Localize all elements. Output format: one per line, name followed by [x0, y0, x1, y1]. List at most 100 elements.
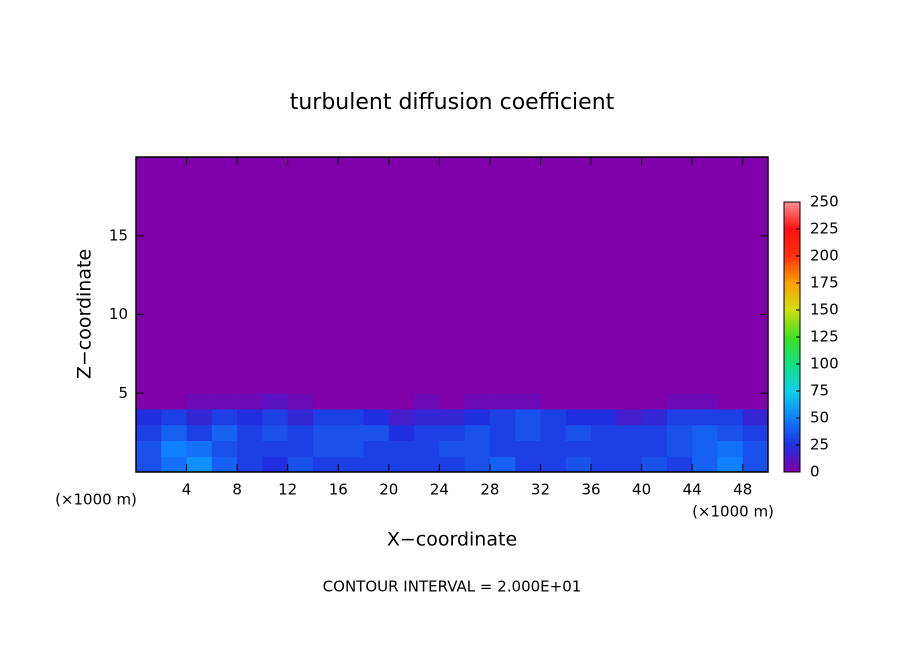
- cell: [540, 393, 567, 410]
- cell: [312, 157, 339, 394]
- cell: [312, 424, 339, 441]
- cell: [161, 157, 188, 394]
- cell: [666, 157, 693, 394]
- cell: [540, 456, 567, 473]
- cell: [338, 157, 365, 394]
- colorbar-tick-label: 100: [810, 355, 839, 373]
- cell: [464, 456, 491, 473]
- cell: [312, 440, 339, 457]
- cell: [591, 157, 617, 394]
- cell: [641, 409, 668, 426]
- cell: [666, 409, 693, 426]
- cell: [692, 456, 718, 473]
- cell: [388, 393, 415, 410]
- x-tick-label: 32: [531, 481, 550, 499]
- cell: [237, 456, 263, 473]
- cell: [237, 393, 263, 410]
- x-tick-label: 48: [733, 481, 752, 499]
- cell: [211, 409, 238, 426]
- cell: [312, 393, 339, 410]
- cell: [287, 393, 314, 410]
- cell: [591, 424, 617, 441]
- cell: [717, 456, 744, 473]
- cell: [136, 456, 162, 473]
- cell: [186, 393, 213, 410]
- cell: [237, 157, 263, 394]
- cell: [388, 440, 415, 457]
- cell: [262, 440, 289, 457]
- cell: [616, 393, 643, 410]
- cell: [287, 440, 314, 457]
- cell: [464, 409, 491, 426]
- cell: [287, 409, 314, 426]
- cell: [565, 440, 592, 457]
- cell: [489, 157, 516, 394]
- cell: [464, 440, 491, 457]
- cell: [338, 393, 365, 410]
- cell: [186, 456, 213, 473]
- cell: [186, 409, 213, 426]
- cell: [489, 393, 516, 410]
- cell: [666, 440, 693, 457]
- cell: [363, 424, 390, 441]
- cell: [262, 409, 289, 426]
- cell: [489, 409, 516, 426]
- cell: [439, 456, 466, 473]
- cell: [186, 424, 213, 441]
- cell: [237, 409, 263, 426]
- cell: [161, 409, 188, 426]
- x-tick-label: 24: [430, 481, 449, 499]
- cell: [591, 440, 617, 457]
- cell: [742, 440, 769, 457]
- colorbar-tick-label: 150: [810, 301, 839, 319]
- cell: [717, 393, 744, 410]
- cell: [515, 424, 541, 441]
- cell: [489, 440, 516, 457]
- x-tick-label: 28: [480, 481, 499, 499]
- cell: [641, 424, 668, 441]
- cell: [515, 456, 541, 473]
- cell: [515, 440, 541, 457]
- colorbar-tick-label: 250: [810, 193, 839, 211]
- cell: [414, 393, 440, 410]
- cell: [414, 424, 440, 441]
- cell: [414, 440, 440, 457]
- cell: [186, 440, 213, 457]
- chart-title: turbulent diffusion coefficient: [290, 90, 615, 115]
- x-axis-label: X−coordinate: [387, 529, 517, 551]
- cell: [742, 409, 769, 426]
- cell: [717, 409, 744, 426]
- cell: [312, 456, 339, 473]
- cell: [515, 393, 541, 410]
- cell: [262, 456, 289, 473]
- cell: [616, 409, 643, 426]
- cell: [692, 409, 718, 426]
- cell: [464, 157, 491, 394]
- cell: [312, 409, 339, 426]
- cell: [565, 157, 592, 394]
- cell: [136, 393, 162, 410]
- cell: [540, 440, 567, 457]
- cell: [287, 424, 314, 441]
- cell: [388, 424, 415, 441]
- cell: [414, 409, 440, 426]
- x-tick-label: 40: [632, 481, 651, 499]
- colorbar-tick-label: 25: [810, 436, 829, 454]
- cell: [742, 157, 769, 394]
- cell: [717, 424, 744, 441]
- cell: [287, 157, 314, 394]
- cell: [641, 157, 668, 394]
- cell: [565, 393, 592, 410]
- cell: [692, 393, 718, 410]
- x-tick-label: 36: [581, 481, 600, 499]
- cell: [211, 440, 238, 457]
- cell: [439, 393, 466, 410]
- cell: [237, 424, 263, 441]
- cell: [211, 424, 238, 441]
- cell: [439, 157, 466, 394]
- cell: [591, 409, 617, 426]
- colorbar-tick-label: 125: [810, 328, 839, 346]
- x-tick-label: 8: [232, 481, 242, 499]
- cell: [692, 157, 718, 394]
